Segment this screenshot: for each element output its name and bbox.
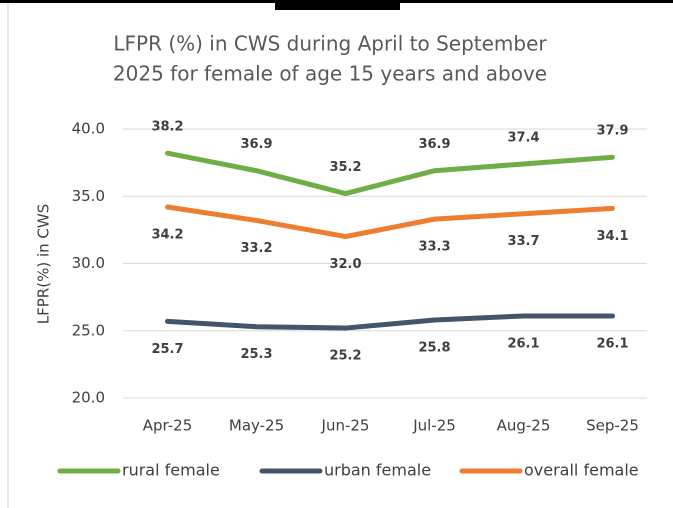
legend-label: urban female xyxy=(324,461,431,480)
y-tick-label: 25.0 xyxy=(72,321,105,339)
data-label: 34.1 xyxy=(596,229,628,244)
legend-label: overall female xyxy=(524,461,639,480)
y-axis-label: LFPR(%) in CWS xyxy=(35,204,53,324)
chart-title: 2025 for female of age 15 years and abov… xyxy=(113,62,547,86)
data-label: 26.1 xyxy=(596,336,628,351)
data-label: 37.9 xyxy=(596,124,628,139)
y-tick-label: 20.0 xyxy=(72,389,105,407)
x-tick-label: Sep-25 xyxy=(586,417,639,435)
data-label: 25.3 xyxy=(240,347,272,362)
chart-title: LFPR (%) in CWS during April to Septembe… xyxy=(113,32,547,56)
data-label: 32.0 xyxy=(329,257,361,272)
legend-label: rural female xyxy=(122,461,220,480)
data-label: 33.2 xyxy=(240,241,272,256)
data-label: 35.2 xyxy=(329,160,361,175)
data-label: 26.1 xyxy=(507,336,539,351)
data-label: 34.2 xyxy=(151,228,183,243)
x-tick-label: Aug-25 xyxy=(497,417,551,435)
x-tick-label: Jul-25 xyxy=(412,417,456,435)
data-label: 36.9 xyxy=(240,137,272,152)
data-label: 38.2 xyxy=(151,120,183,135)
data-label: 33.7 xyxy=(507,234,539,249)
series-line xyxy=(165,204,615,240)
x-tick-label: Jun-25 xyxy=(321,417,370,435)
series-line xyxy=(165,150,615,197)
x-tick-label: May-25 xyxy=(229,417,284,435)
x-tick-label: Apr-25 xyxy=(143,417,193,435)
data-label: 25.2 xyxy=(329,349,361,364)
data-label: 25.8 xyxy=(418,340,450,355)
y-tick-label: 40.0 xyxy=(72,120,105,138)
data-label: 37.4 xyxy=(507,130,539,145)
data-label: 33.3 xyxy=(418,240,450,255)
y-tick-label: 35.0 xyxy=(72,187,105,205)
y-tick-label: 30.0 xyxy=(72,254,105,272)
data-label: 25.7 xyxy=(151,342,183,357)
top-tab xyxy=(275,0,400,10)
data-label: 36.9 xyxy=(418,137,450,152)
series-line xyxy=(165,313,615,331)
